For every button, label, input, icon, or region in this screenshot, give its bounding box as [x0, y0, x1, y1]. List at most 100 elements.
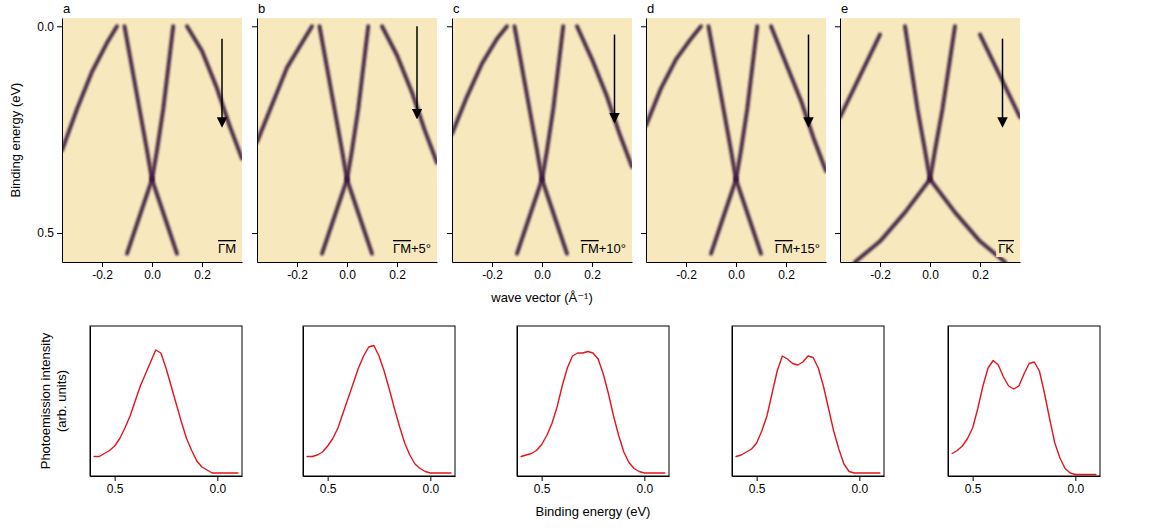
- x-axis-tick: 0.0: [1068, 476, 1085, 496]
- arrow: [614, 35, 616, 122]
- x-axis-tick-label: 0.0: [534, 268, 551, 282]
- x-axis: 0.5 0.0: [518, 476, 670, 496]
- x-axis: 0.50.0: [733, 476, 885, 496]
- band: [577, 26, 632, 167]
- panel-title: ΓM: [218, 241, 236, 256]
- y-axis: [641, 19, 647, 263]
- x-axis-tick: 0.2: [584, 262, 601, 282]
- plot-frame: [90, 326, 242, 476]
- band: [646, 26, 701, 125]
- spectrum: [307, 346, 451, 474]
- panel: -0.20.00.2ΓM+5°b: [252, 1, 438, 282]
- band: [382, 26, 437, 162]
- panel-letter: e: [841, 1, 848, 16]
- x-axis-tick-label: -0.2: [482, 268, 503, 282]
- x-axis-tick-mark: [973, 476, 974, 481]
- x-axis-tick: 0.5: [320, 476, 337, 496]
- y-axis-tick-mark: [252, 233, 257, 234]
- spectrum: [952, 361, 1096, 475]
- y-axis-tick: 0.0: [37, 20, 62, 34]
- x-axis-tick-mark: [202, 262, 203, 267]
- band: [322, 179, 347, 253]
- x-axis-tick-mark: [492, 262, 493, 267]
- y-axis-line: [452, 19, 453, 263]
- x-axis-tick-mark: [397, 262, 398, 267]
- y-axis-tick: [252, 233, 257, 234]
- x-axis-tick: 0.0: [144, 262, 161, 282]
- y-axis: [447, 19, 453, 263]
- arrow: [808, 35, 810, 126]
- y-axis: [835, 19, 841, 263]
- x-axis-tick: 0.0: [423, 476, 440, 496]
- band: [709, 26, 737, 179]
- band: [347, 26, 368, 179]
- panel: 0.5 0.0: [948, 326, 1101, 496]
- panel-letter: d: [647, 1, 654, 16]
- x-axis-tick-mark: [880, 262, 881, 267]
- plot-area: [62, 26, 242, 253]
- x-axis-tick-label: 0.5: [749, 482, 766, 496]
- x-axis-tick-mark: [217, 476, 218, 481]
- x-axis-tick: 0.5: [965, 476, 982, 496]
- band: [736, 179, 761, 253]
- y-axis-line: [840, 19, 841, 263]
- title-background: [391, 240, 433, 257]
- x-axis-tick-label: 0.5: [320, 482, 337, 496]
- band: [62, 26, 117, 150]
- title-background: [773, 240, 822, 257]
- y-axis-tick: [447, 233, 452, 234]
- y-axis-tick-label: 0.0: [37, 20, 54, 34]
- x-axis-tick-mark: [430, 476, 431, 481]
- band: [840, 35, 880, 118]
- panel-letter: c: [453, 1, 460, 16]
- plot-frame: [303, 326, 455, 476]
- x-axis-tick-mark: [592, 262, 593, 267]
- plot-frame: [517, 326, 669, 476]
- band: [980, 35, 1020, 118]
- y-axis-tick: 0.5: [37, 226, 62, 240]
- plot-area: [840, 26, 1020, 262]
- x-axis-tick-mark: [736, 262, 737, 267]
- plot-area: [257, 26, 437, 253]
- x-axis-tick: -0.2: [482, 262, 503, 282]
- plot-background: [62, 18, 242, 262]
- x-axis-tick-mark: [980, 262, 981, 267]
- panel-title: ΓM+5°: [393, 241, 431, 256]
- band: [187, 26, 242, 158]
- title-background: [996, 240, 1016, 257]
- x-axis-tick-label: 0.5: [534, 482, 551, 496]
- band: [152, 26, 173, 179]
- y-axis: [252, 19, 258, 263]
- x-axis-tick: -0.2: [92, 262, 113, 282]
- x-axis-tick-mark: [542, 476, 543, 481]
- x-axis-tick-label: 0.0: [1068, 482, 1085, 496]
- band: [452, 26, 507, 134]
- y-axis-title: (arb. units): [54, 370, 69, 432]
- band: [517, 179, 542, 253]
- x-axis-tick-label: 0.0: [144, 268, 161, 282]
- x-axis-tick-label: -0.2: [676, 268, 697, 282]
- panel: -0.20.00.2ΓM+15°d: [641, 1, 827, 282]
- plot-frame: [732, 326, 884, 476]
- x-axis-tick-label: 0.5: [107, 482, 124, 496]
- x-axis-tick: 0.0: [637, 476, 654, 496]
- band: [930, 179, 1005, 262]
- x-axis: 0.50.0: [91, 476, 243, 496]
- x-axis-tick: 0.0: [339, 262, 356, 282]
- x-axis-tick-label: -0.2: [287, 268, 308, 282]
- x-axis-tick: 0.5: [534, 476, 551, 496]
- y-axis-tick-label: 0.5: [37, 226, 54, 240]
- x-axis-tick-mark: [297, 262, 298, 267]
- x-axis-tick-label: -0.2: [870, 268, 891, 282]
- x-axis-tick: 0.0: [728, 262, 745, 282]
- x-axis-title: wave vector (Å⁻¹): [490, 290, 593, 305]
- panel: -0.2 0.0 0.2 ΓM+10° c wave vector (Å⁻¹): [447, 1, 633, 305]
- band: [320, 26, 348, 179]
- x-axis-tick-mark: [757, 476, 758, 481]
- x-axis-tick: 0.0: [922, 262, 939, 282]
- band: [347, 179, 372, 253]
- spectrum: [736, 356, 880, 473]
- panel-title: ΓM+10°: [581, 241, 626, 256]
- band: [542, 179, 567, 253]
- x-axis-tick: 0.5: [107, 476, 124, 496]
